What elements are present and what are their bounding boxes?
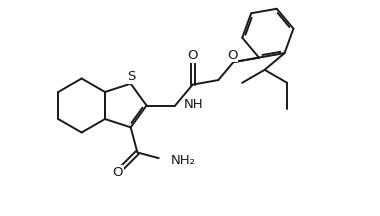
Text: O: O	[187, 49, 198, 62]
Text: O: O	[112, 166, 123, 179]
Text: O: O	[227, 49, 238, 62]
Text: NH₂: NH₂	[171, 154, 196, 167]
Text: S: S	[128, 70, 136, 83]
Text: NH: NH	[184, 98, 204, 111]
